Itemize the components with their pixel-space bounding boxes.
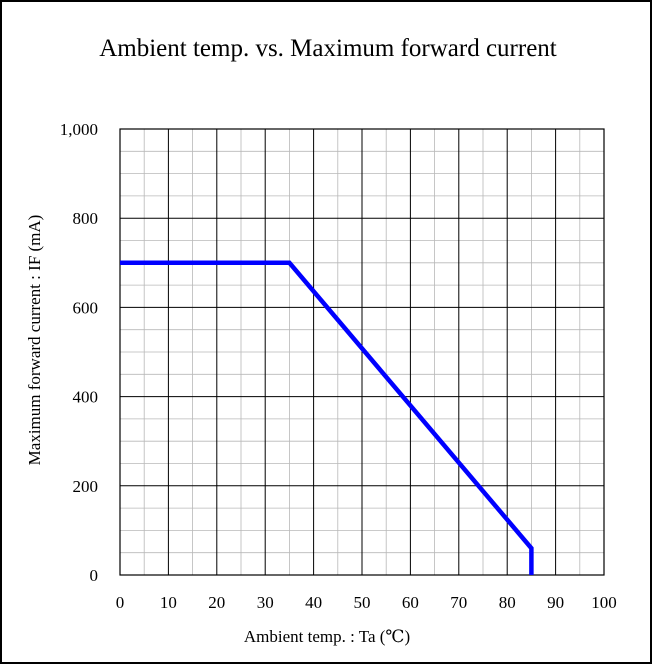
x-tick-label: 40	[305, 593, 322, 612]
y-axis-label: Maximum forward current : IF (mA)	[25, 215, 44, 466]
x-tick-label: 60	[402, 593, 419, 612]
x-tick-label: 50	[354, 593, 371, 612]
x-tick-label: 10	[160, 593, 177, 612]
y-tick-label: 0	[90, 566, 99, 585]
x-axis-tick-labels: 0 10 20 30 40 50 60 70 80 90 100	[116, 593, 617, 612]
x-tick-label: 20	[208, 593, 225, 612]
x-axis-label: Ambient temp. : Ta (℃)	[244, 627, 410, 646]
series-layer	[120, 260, 534, 575]
chart-title: Ambient temp. vs. Maximum forward curren…	[99, 35, 557, 62]
x-tick-label: 80	[499, 593, 516, 612]
plot-area-border	[119, 128, 605, 576]
x-tick-label: 30	[257, 593, 274, 612]
y-tick-label: 1,000	[60, 120, 98, 139]
x-tick-label: 0	[116, 593, 125, 612]
y-tick-label: 200	[73, 477, 99, 496]
y-tick-label: 400	[73, 388, 99, 407]
y-tick-label: 800	[73, 209, 99, 228]
y-tick-label: 600	[73, 298, 99, 317]
x-tick-label: 100	[591, 593, 617, 612]
y-axis-tick-labels: 0 200 400 600 800 1,000	[60, 120, 98, 585]
series-line-0	[120, 260, 534, 575]
x-tick-label: 90	[547, 593, 564, 612]
x-tick-label: 70	[450, 593, 467, 612]
